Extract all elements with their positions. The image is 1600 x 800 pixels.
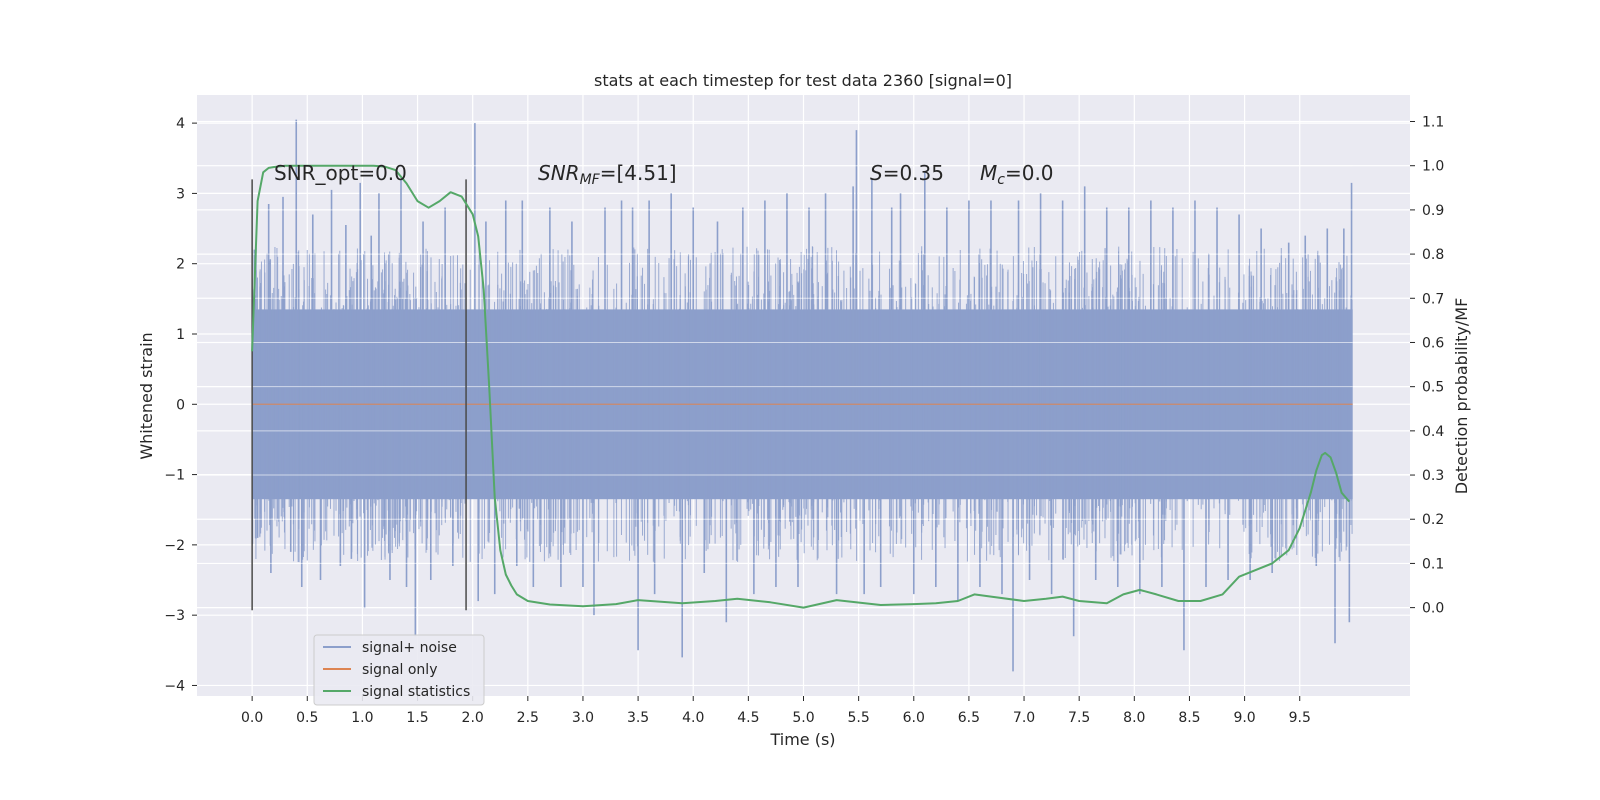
y-tick-label: −2 (164, 538, 185, 554)
x-tick-label: 8.5 (1178, 710, 1200, 726)
y2-tick-label: 0.4 (1422, 424, 1444, 440)
y-tick-label: 4 (176, 116, 185, 132)
x-tick-label: 0.0 (241, 710, 263, 726)
mc-symbol: M (980, 161, 997, 185)
x-tick-label: 9.5 (1289, 710, 1311, 726)
y2-tick-label: 0.6 (1422, 335, 1444, 351)
x-tick-label: 1.5 (406, 710, 428, 726)
x-axis-label: Time (s) (769, 730, 835, 749)
y2-tick-label: 1.0 (1422, 159, 1444, 175)
legend-label-signal-noise: signal+ noise (362, 640, 457, 656)
x-tick-label: 1.0 (351, 710, 373, 726)
y2-tick-label: 0.7 (1422, 291, 1444, 307)
x-tick-label: 5.5 (848, 710, 870, 726)
x-tick-label: 3.0 (572, 710, 594, 726)
signal-statistics-line (251, 164, 1351, 609)
snr-opt-annotation: SNR_opt=0.0 (274, 161, 407, 185)
y-tick-label: 2 (176, 257, 185, 273)
x-tick-label: 2.5 (517, 710, 539, 726)
x-tick-label: 9.0 (1233, 710, 1255, 726)
x-tick-label: 6.5 (958, 710, 980, 726)
x-tick-label: 7.5 (1068, 710, 1090, 726)
snr-mf-subscript: MF (580, 172, 601, 188)
s-annotation: S=0.35 (870, 161, 944, 185)
axes: 0.0 0.5 1.0 1.5 2.0 2.5 3.0 3.5 4.0 4.5 5.0 5.5 6.0 6… (164, 115, 1444, 726)
y2-tick-label: 0.0 (1422, 601, 1444, 617)
x-tick-label: 0.5 (296, 710, 318, 726)
y2-tick-label: 0.2 (1422, 512, 1444, 528)
legend: signal+ noise signal only signal statist… (313, 634, 485, 706)
y2-tick-label: 0.1 (1422, 556, 1444, 572)
x-tick-label: 7.0 (1013, 710, 1035, 726)
x-tick-label: 4.0 (682, 710, 704, 726)
snr-mf-base: SNR (538, 161, 580, 185)
y2-tick-label: 0.5 (1422, 380, 1444, 396)
series-layer (251, 119, 1353, 672)
annotations: SNR_opt=0.0 SNRMF=[4.51] S=0.35 Mc=0.0 (274, 161, 1054, 188)
y2-tick-label: 0.8 (1422, 247, 1444, 263)
x-tick-label: 2.0 (462, 710, 484, 726)
mc-subscript: c (997, 172, 1005, 188)
y-tick-label: 1 (176, 327, 185, 343)
y-tick-label: −4 (164, 678, 185, 694)
x-tick-label: 4.5 (737, 710, 759, 726)
x-tick-label: 5.0 (792, 710, 814, 726)
snr-mf-annotation: SNRMF=[4.51] (538, 161, 677, 188)
x-tick-label: 6.0 (903, 710, 925, 726)
y-axis-label: Whitened strain (137, 332, 156, 459)
y2-tick-label: 1.1 (1422, 115, 1444, 131)
y-tick-label: 3 (176, 186, 185, 202)
y2-axis-label: Detection probability/MF (1452, 298, 1471, 495)
y2-tick-label: 0.3 (1422, 468, 1444, 484)
legend-box (313, 634, 485, 706)
s-symbol: S (870, 161, 883, 185)
y-tick-label: 0 (176, 397, 185, 413)
legend-label-signal-only: signal only (362, 662, 437, 678)
y-tick-label: −3 (164, 608, 185, 624)
mc-value: =0.0 (1005, 161, 1054, 185)
x-tick-label: 3.5 (627, 710, 649, 726)
s-value: =0.35 (883, 161, 944, 185)
y-tick-label: −1 (164, 468, 185, 484)
snr-mf-value: =[4.51] (600, 161, 677, 185)
y2-tick-label: 0.9 (1422, 203, 1444, 219)
chart-title: stats at each timestep for test data 236… (594, 71, 1012, 90)
x-tick-label: 8.0 (1123, 710, 1145, 726)
legend-label-signal-statistics: signal statistics (362, 684, 470, 700)
mc-annotation: Mc=0.0 (980, 161, 1054, 188)
